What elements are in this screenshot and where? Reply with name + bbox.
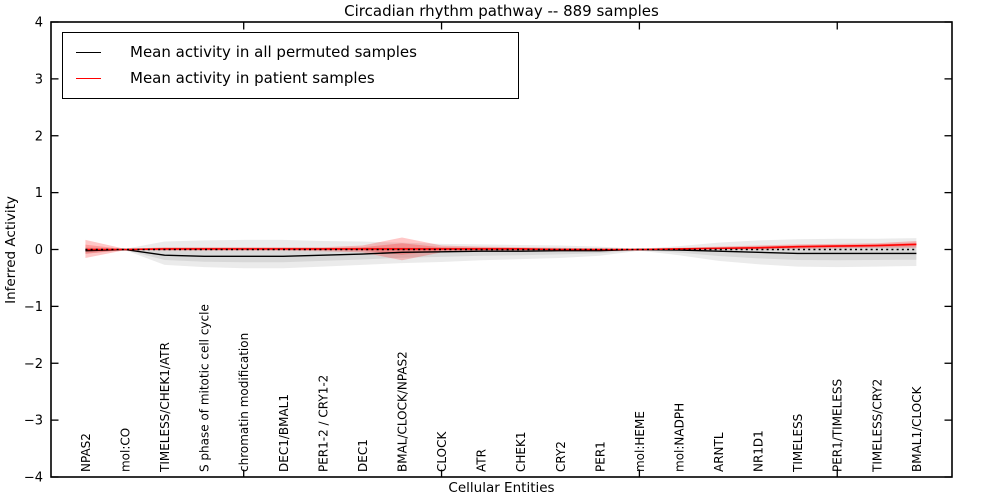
x-category-label: chromatin modification <box>237 333 251 472</box>
x-category-label: DEC1 <box>356 439 370 472</box>
x-category-label: NR1D1 <box>752 430 766 472</box>
x-category-label: PER1-2 / CRY1-2 <box>316 375 330 472</box>
x-axis-label: Cellular Entities <box>448 480 555 496</box>
x-category-label: S phase of mitotic cell cycle <box>198 304 212 472</box>
x-category-label: PER1 <box>593 441 607 472</box>
x-category-label: mol:HEME <box>633 411 647 472</box>
y-tick-label: −3 <box>24 414 43 429</box>
x-category-label: DEC1/BMAL1 <box>277 394 291 472</box>
y-tick-label: −2 <box>24 357 43 372</box>
legend-line-permuted-icon <box>76 51 101 53</box>
band-inner-permuted <box>85 245 917 263</box>
x-category-label: NPAS2 <box>79 433 93 472</box>
y-tick-label: 0 <box>35 243 43 258</box>
mean-line-permuted <box>85 248 917 258</box>
x-category-label: mol:NADPH <box>672 403 686 472</box>
x-category-label: CLOCK <box>435 431 449 472</box>
band-outer-permuted <box>85 238 917 269</box>
x-category-label: CRY2 <box>554 441 568 472</box>
x-category-label: PER1/TIMELESS <box>831 379 845 472</box>
x-category-label: BMAL1/CLOCK <box>910 385 924 472</box>
mean-line-patient <box>85 243 917 251</box>
legend-label-patient: Mean activity in patient samples <box>130 69 375 88</box>
x-category-label: ATR <box>475 449 489 472</box>
x-category-label: CHEK1 <box>514 432 528 473</box>
x-category-label: mol:CO <box>118 428 132 472</box>
x-category-label: TIMELESS/CHEK1/ATR <box>158 342 172 473</box>
chart-title: Circadian rhythm pathway -- 889 samples <box>344 2 659 20</box>
legend-item-permuted: Mean activity in all permuted samples <box>76 42 518 61</box>
legend-label-permuted: Mean activity in all permuted samples <box>130 42 417 61</box>
x-category-label: TIMELESS/CRY2 <box>870 379 884 473</box>
x-category-label: BMAL/CLOCK/NPAS2 <box>395 351 409 472</box>
y-tick-label: 1 <box>35 186 43 201</box>
y-tick-label: 2 <box>35 129 43 144</box>
axes-frame <box>50 21 953 478</box>
legend-item-patient: Mean activity in patient samples <box>76 71 518 86</box>
legend-line-patient-icon <box>76 78 101 80</box>
y-tick-label: −4 <box>24 471 43 486</box>
x-category-label: TIMELESS <box>791 414 805 473</box>
y-tick-label: 3 <box>35 72 43 87</box>
x-category-label: ARNTL <box>712 432 726 472</box>
y-tick-label: 4 <box>35 16 43 31</box>
legend: Mean activity in all permuted samples Me… <box>62 32 519 99</box>
y-tick-label: −1 <box>24 300 43 315</box>
